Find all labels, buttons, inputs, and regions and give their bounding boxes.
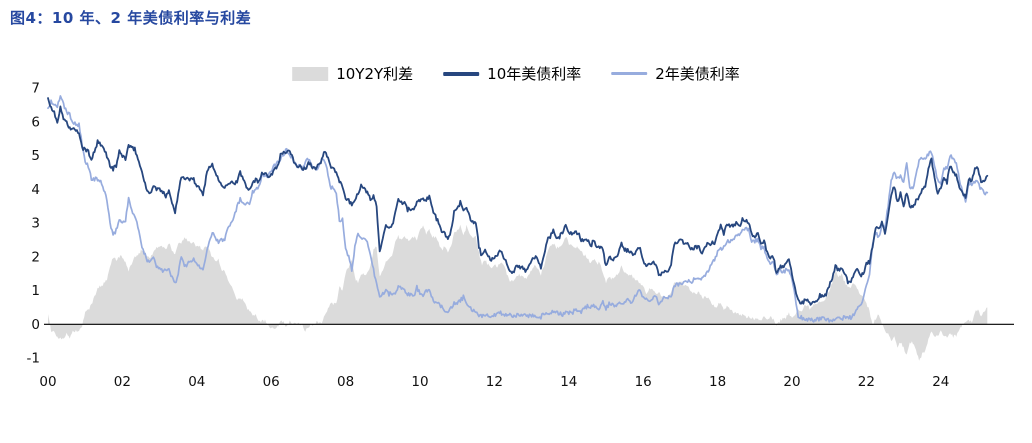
y-axis-label: 5 xyxy=(31,148,40,164)
y-axis-label: 4 xyxy=(31,182,40,198)
x-axis-label: 12 xyxy=(486,374,503,390)
legend-item-spread: 10Y2Y利差 xyxy=(292,63,413,84)
legend-label-10y: 10年美债利率 xyxy=(487,65,582,83)
x-axis-label: 00 xyxy=(39,374,56,390)
y-axis-label: 0 xyxy=(31,317,40,333)
x-axis-label: 22 xyxy=(858,374,875,390)
line-2y-swatch-icon xyxy=(611,72,648,75)
x-axis-label: 16 xyxy=(635,374,652,390)
x-axis-label: 02 xyxy=(114,374,131,390)
y-axis-label: 6 xyxy=(31,114,40,130)
legend-label-spread: 10Y2Y利差 xyxy=(336,65,414,83)
x-axis-label: 04 xyxy=(188,374,205,390)
x-axis-label: 10 xyxy=(411,374,428,390)
y-axis-label: 7 xyxy=(31,81,40,97)
figure-title: 图4：10 年、2 年美债利率与利差 xyxy=(10,9,252,27)
y-axis-label: 1 xyxy=(31,283,40,299)
y-axis-label: 3 xyxy=(31,216,40,232)
legend-label-2y: 2年美债利率 xyxy=(655,65,740,83)
y-axis-label: -1 xyxy=(27,351,40,367)
legend-item-2y: 2年美债利率 xyxy=(611,63,740,84)
x-axis-label: 24 xyxy=(932,374,949,390)
line-10y-swatch-icon xyxy=(443,71,480,76)
x-axis-label: 20 xyxy=(783,374,800,390)
legend-item-10y: 10年美债利率 xyxy=(443,63,581,84)
chart-legend: 10Y2Y利差 10年美债利率 2年美债利率 xyxy=(292,63,740,84)
x-axis-label: 14 xyxy=(560,374,577,390)
x-axis-label: 18 xyxy=(709,374,726,390)
x-axis-label: 06 xyxy=(263,374,280,390)
x-axis-label: 08 xyxy=(337,374,354,390)
spread-area-swatch-icon xyxy=(292,66,329,81)
y-axis-label: 2 xyxy=(31,249,40,265)
